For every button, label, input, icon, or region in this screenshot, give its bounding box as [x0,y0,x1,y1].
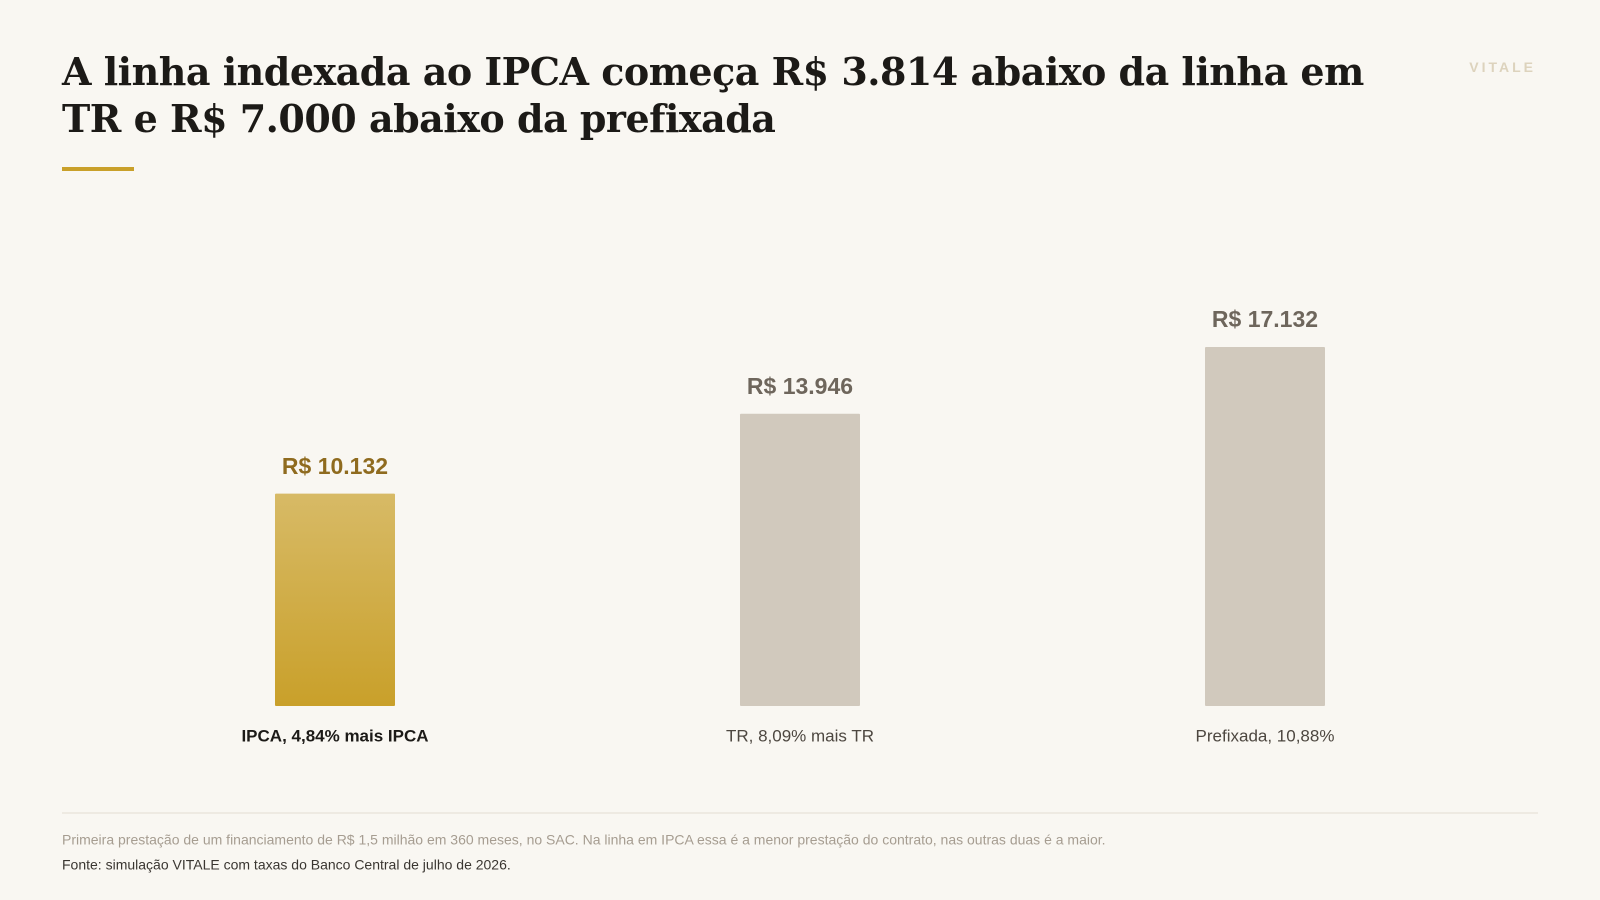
chart-title: A linha indexada ao IPCA começa R$ 3.814… [62,49,1364,141]
x-tick-label: IPCA, 4,84% mais IPCA [241,726,428,745]
footnote: Primeira prestação de um financiamento d… [62,832,1106,848]
x-tick-label: Prefixada, 10,88% [1196,726,1335,745]
value-label: R$ 13.946 [747,373,853,399]
bar [275,493,395,706]
source: Fonte: simulação VITALE com taxas do Ban… [62,857,511,873]
brand: VITALE [1469,59,1536,75]
value-label: R$ 10.132 [282,453,388,479]
x-tick-label: TR, 8,09% mais TR [726,726,874,745]
bar [740,413,860,706]
bar [1205,347,1325,706]
value-label: R$ 17.132 [1212,306,1318,332]
accent-rule [62,167,134,171]
